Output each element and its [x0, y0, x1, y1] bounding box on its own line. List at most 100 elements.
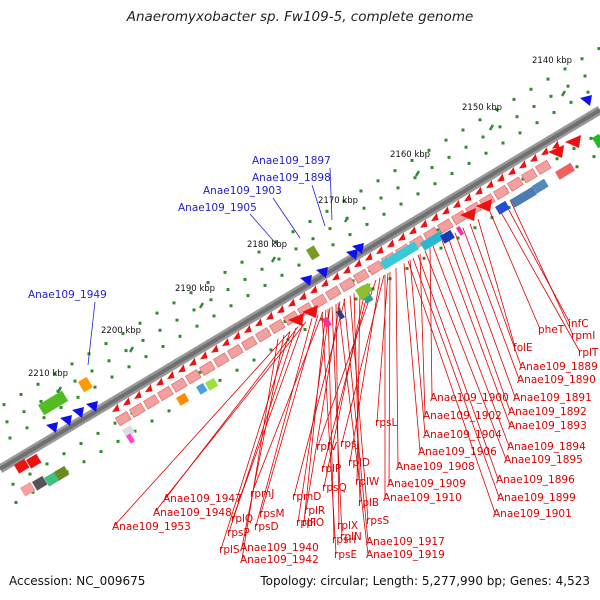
gene-arrow — [200, 351, 208, 360]
red-gene-label: rplW — [355, 476, 380, 488]
gene-block — [322, 316, 332, 328]
red-gene-label: rpsM — [259, 508, 285, 520]
gene-arrow — [156, 377, 164, 386]
red-gene-label: rplF — [296, 517, 316, 529]
connector-line — [412, 257, 500, 498]
track-dot — [478, 118, 482, 122]
connector-line — [504, 202, 571, 324]
track-dot — [498, 125, 502, 129]
gene-block — [13, 458, 30, 474]
track-dot — [280, 273, 284, 277]
track-dot — [529, 87, 533, 91]
blue-gene-label: Anae109_1898 — [252, 172, 331, 184]
gene-block — [521, 168, 538, 184]
gene-arrow — [277, 305, 285, 314]
track-dot — [206, 281, 210, 285]
gene-block — [26, 453, 42, 469]
gene-arrow — [222, 338, 230, 347]
track-dot — [195, 324, 199, 328]
track-dot — [144, 355, 148, 359]
track-dot — [405, 266, 409, 270]
red-gene-label: rplR — [304, 505, 325, 517]
track-dot — [416, 192, 420, 196]
track-dot — [175, 318, 179, 322]
track-dot — [212, 314, 216, 318]
gene-block — [122, 424, 136, 438]
red-gene-label: rplB — [358, 497, 379, 509]
tick-label: 2140 kbp — [532, 56, 572, 66]
gene-block — [31, 475, 48, 491]
track-dot — [575, 165, 579, 169]
gene-block — [43, 471, 60, 487]
gene-block — [143, 394, 160, 410]
track-dot — [563, 67, 567, 71]
connector-line — [241, 338, 279, 560]
track-dot — [8, 436, 12, 440]
track-dot — [124, 349, 128, 353]
track-dot — [297, 263, 301, 267]
track-dot — [172, 301, 176, 305]
red-gene-label: pheT — [538, 324, 565, 336]
track-dot — [535, 121, 539, 125]
track-dot — [82, 460, 86, 464]
track-dot — [11, 482, 15, 486]
track-dot — [36, 382, 40, 386]
gene-arrow — [486, 180, 494, 189]
track-dot — [260, 267, 264, 271]
connector-line — [228, 327, 297, 533]
gene-arrow — [167, 371, 175, 380]
connector-line — [376, 272, 389, 423]
connector-line — [403, 263, 421, 452]
gene-arrow — [376, 245, 384, 255]
gene-block — [440, 229, 455, 244]
track-dot — [433, 182, 437, 186]
track-dot — [436, 228, 440, 232]
red-gene-label: rplS — [219, 544, 240, 556]
track-dot — [240, 260, 244, 264]
track-dot — [348, 233, 352, 237]
track-dot — [586, 90, 590, 94]
track-dot — [365, 222, 369, 226]
track-dot — [495, 108, 499, 112]
track-dot — [53, 372, 57, 376]
track-dot — [269, 348, 273, 352]
gene-block — [507, 176, 524, 192]
connector-line — [395, 268, 399, 467]
track-dot — [308, 220, 312, 224]
track-dot — [473, 226, 477, 230]
track-dot — [410, 158, 414, 162]
connector-line — [489, 211, 541, 330]
gene-arrow — [346, 249, 358, 260]
gene-arrow — [387, 239, 395, 248]
gene-block — [367, 260, 384, 276]
red-gene-label: Anae109_1899 — [497, 492, 576, 504]
gene-arrow — [497, 173, 505, 182]
connector-line — [317, 279, 377, 447]
gene-block — [325, 285, 342, 301]
tick-mark — [270, 256, 277, 263]
topology-text: Topology: circular; Length: 5,277,990 bp… — [260, 574, 590, 588]
red-gene-label: rpsS — [366, 515, 389, 527]
track-dot — [351, 279, 355, 283]
gene-arrow — [211, 344, 219, 353]
track-dot — [277, 257, 281, 261]
connector-line — [477, 218, 516, 348]
gene-arrow — [178, 364, 186, 373]
gene-arrow — [508, 166, 516, 176]
red-gene-label: Anae109_1889 — [519, 361, 598, 373]
gene-arrow — [332, 272, 340, 281]
track-dot — [362, 206, 366, 210]
track-dot — [45, 462, 49, 466]
track-dot — [274, 240, 278, 244]
track-dot — [393, 169, 397, 173]
red-gene-label: Anae109_1904 — [423, 429, 502, 441]
connector-line — [87, 301, 96, 366]
gene-block — [379, 241, 419, 270]
connector-line — [341, 275, 385, 444]
track-dot — [19, 392, 23, 396]
red-gene-label: rplO — [302, 517, 324, 529]
gene-arrow — [431, 213, 439, 222]
gene-arrow — [123, 397, 131, 406]
gene-arrow — [316, 267, 328, 278]
gene-arrow — [302, 305, 318, 318]
